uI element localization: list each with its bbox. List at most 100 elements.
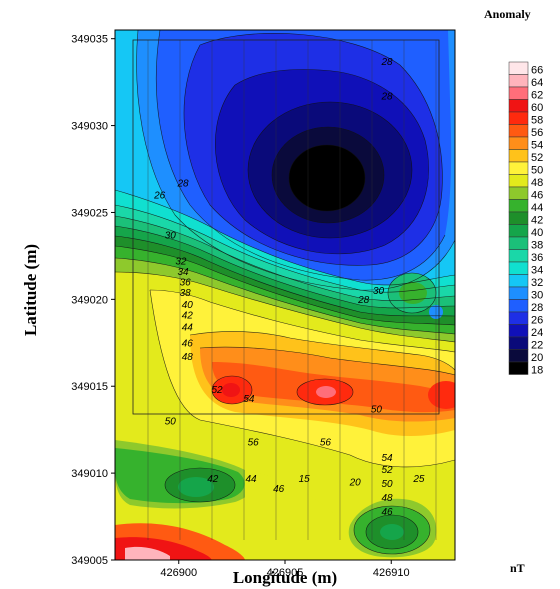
legend-swatch: [508, 136, 529, 150]
contour-label: 46: [182, 338, 194, 349]
y-tick-label: 349020: [71, 294, 108, 306]
legend-level-label: 48: [531, 177, 543, 189]
legend-swatch: [508, 324, 529, 338]
legend-level-label: 22: [531, 340, 543, 352]
band-peak-sw: [125, 546, 170, 560]
survey-lines: [147, 40, 437, 540]
contour-label: 54: [243, 394, 255, 405]
y-tick-label: 349010: [71, 468, 108, 480]
contour-label: 42: [207, 474, 219, 485]
y-tick-label: 349015: [71, 381, 108, 393]
contour-label: 56: [320, 437, 332, 448]
legend-level-label: 18: [531, 365, 543, 377]
contour-label: 28: [357, 295, 370, 306]
legend-level-label: 42: [531, 215, 543, 227]
legend-unit: nT: [510, 561, 525, 575]
x-axis-title: Longitude (m): [233, 568, 337, 587]
y-tick-label: 349005: [71, 555, 108, 567]
contour-label: 44: [245, 474, 257, 485]
legend-level-label: 44: [531, 202, 543, 214]
legend-level-label: 60: [531, 102, 543, 114]
contour-label: 50: [371, 404, 383, 415]
contour-label: 15: [299, 474, 311, 485]
contour-label: 26: [153, 191, 166, 202]
contour-label: 44: [182, 323, 194, 334]
x-tick-label: 426905: [267, 567, 304, 579]
legend-swatch: [508, 161, 529, 175]
legend-level-label: 64: [531, 77, 543, 89]
legend-swatch: [508, 199, 529, 213]
contour-label: 42: [182, 310, 194, 321]
legend-level-label: 62: [531, 90, 543, 102]
legend-swatch: [508, 336, 529, 350]
band-40-sw: [178, 477, 214, 497]
contour-label: 36: [180, 277, 192, 288]
contour-label: 34: [177, 267, 189, 278]
legend-swatch: [508, 236, 529, 250]
contour-label: 30: [373, 286, 385, 297]
legend: Anomaly 66646260585654525048464442403836…: [484, 7, 543, 575]
legend-level-label: 50: [531, 165, 543, 177]
band-58-east: [428, 381, 455, 409]
x-axis: 426900 426905 426910: [160, 560, 410, 579]
legend-swatch: [508, 361, 529, 375]
band-18: [289, 145, 365, 211]
legend-level-label: 36: [531, 252, 543, 264]
legend-swatch: [508, 174, 529, 188]
legend-level-label: 54: [531, 140, 543, 152]
contour-label: 52: [381, 465, 393, 476]
contour-label: 54: [381, 453, 393, 464]
x-tick-label: 426910: [373, 567, 410, 579]
band-60-west: [222, 383, 240, 397]
contour-label: 40: [182, 300, 194, 311]
legend-swatch: [508, 111, 529, 125]
band-60-center: [316, 386, 336, 398]
legend-level-label: 30: [531, 290, 543, 302]
legend-swatch: [508, 211, 529, 225]
legend-swatch: [508, 186, 529, 200]
y-tick-label: 349025: [71, 207, 108, 219]
contour-label: 32: [175, 257, 187, 268]
band-48-s: [245, 470, 342, 560]
legend-level-label: 52: [531, 152, 543, 164]
legend-swatch: [508, 61, 529, 75]
contour-label: 25: [412, 474, 425, 485]
y-tick-label: 349030: [71, 121, 108, 133]
contour-fill: [115, 30, 455, 560]
contour-lines: [115, 30, 455, 555]
legend-level-label: 66: [531, 65, 543, 77]
contour-labels: 2828282630323436384042444648283052545050…: [153, 57, 425, 518]
survey-boundary: [132, 39, 440, 415]
contour-label: 48: [182, 352, 194, 363]
band-36-e: [399, 282, 427, 304]
legend-level-label: 28: [531, 302, 543, 314]
legend-swatch: [508, 149, 529, 163]
legend-level-label: 38: [531, 240, 543, 252]
legend-swatch: [508, 99, 529, 113]
legend-level-label: 46: [531, 190, 543, 202]
legend-swatch: [508, 299, 529, 313]
contour-label: 46: [273, 484, 285, 495]
contour-label: 20: [349, 477, 362, 488]
legend-title: Anomaly: [484, 7, 531, 21]
legend-level-label: 56: [531, 127, 543, 139]
contour-label: 52: [211, 385, 223, 396]
y-axis-title: Latitude (m): [21, 244, 40, 336]
legend-swatch: [508, 86, 529, 100]
legend-level-label: 26: [531, 315, 543, 327]
legend-swatch: [508, 249, 529, 263]
legend-level-label: 34: [531, 265, 543, 277]
legend-level-label: 40: [531, 227, 543, 239]
y-tick-label: 349035: [71, 34, 108, 46]
contour-label: 46: [381, 507, 393, 518]
contour-label: 50: [165, 416, 177, 427]
legend-swatch: [508, 286, 529, 300]
legend-level-label: 24: [531, 327, 543, 339]
contour-label: 38: [180, 288, 192, 299]
contour-label: 30: [165, 231, 177, 242]
legend-level-label: 20: [531, 352, 543, 364]
legend-level-label: 58: [531, 115, 543, 127]
legend-swatch: [508, 74, 529, 88]
contour-label: 28: [176, 178, 189, 189]
